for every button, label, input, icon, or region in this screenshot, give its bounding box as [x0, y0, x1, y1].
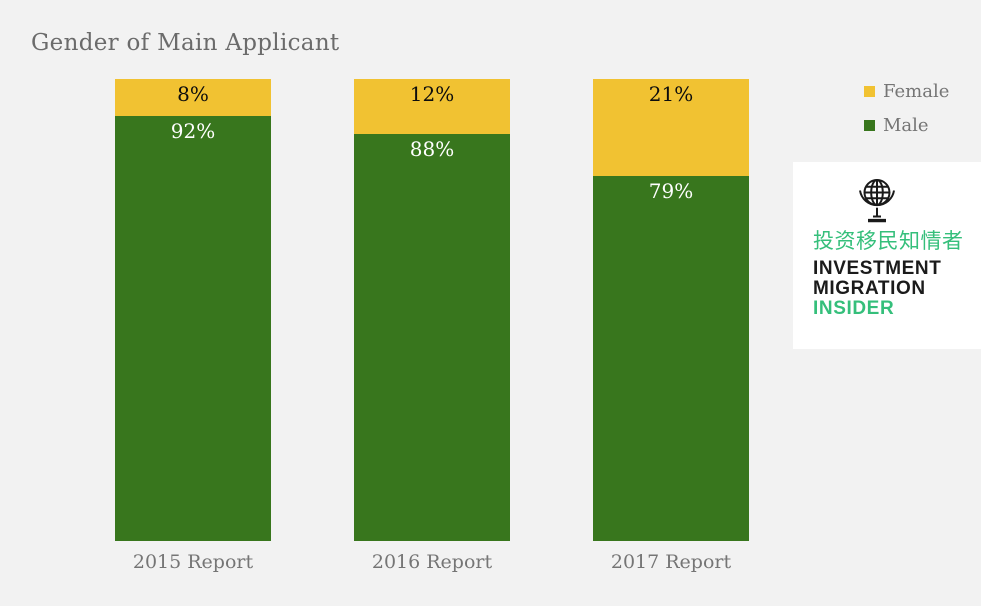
data-label-female-2015: 8%: [177, 82, 209, 106]
data-label-male-2015: 92%: [170, 118, 216, 143]
bar-2016: 12% 88% 2016 Report: [354, 79, 510, 573]
bar-segment-male-2017: 79%: [593, 176, 749, 541]
data-label-female-2016: 12%: [409, 82, 455, 106]
male-swatch-icon: [864, 120, 875, 131]
data-label-female-2017: 21%: [648, 82, 694, 106]
legend-item-female: Female: [864, 81, 949, 102]
bar-segment-male-2015: 92%: [115, 115, 271, 541]
female-swatch-icon: [864, 86, 875, 97]
chart-title: Gender of Main Applicant: [31, 30, 340, 56]
logo-wordmark-line2: MIGRATION: [813, 278, 926, 299]
bar-segment-female-2015: 8%: [115, 79, 271, 116]
chart-plot-area: 8% 92% 2015 Report 12% 88% 2016 Report 2…: [0, 79, 981, 573]
category-label-2016: 2016 Report: [371, 551, 493, 573]
stacked-bar: 12% 88%: [354, 79, 510, 541]
logo-card: 投资移民知情者 INVESTMENT MIGRATION INSIDER: [793, 162, 981, 349]
logo-wordmark-line1: INVESTMENT: [813, 258, 942, 279]
stacked-bar: 21% 79%: [593, 79, 749, 541]
desk-globe-icon: [793, 176, 961, 224]
bar-segment-female-2016: 12%: [354, 79, 510, 135]
logo-chinese-text: 投资移民知情者: [813, 229, 964, 253]
category-label-2017: 2017 Report: [610, 551, 732, 573]
data-label-male-2016: 88%: [409, 137, 455, 162]
data-label-male-2017: 79%: [648, 179, 694, 204]
legend-label-female: Female: [883, 81, 950, 102]
legend-label-male: Male: [883, 115, 929, 136]
stacked-bar: 8% 92%: [115, 79, 271, 541]
bar-segment-female-2017: 21%: [593, 79, 749, 177]
bar-segment-male-2016: 88%: [354, 134, 510, 541]
logo-wordmark-line3: INSIDER: [813, 298, 895, 319]
legend-item-male: Male: [864, 115, 949, 136]
chart-legend: Female Male: [864, 81, 949, 149]
bar-2015: 8% 92% 2015 Report: [115, 79, 271, 573]
bar-2017: 21% 79% 2017 Report: [593, 79, 749, 573]
category-label-2015: 2015 Report: [132, 551, 254, 573]
